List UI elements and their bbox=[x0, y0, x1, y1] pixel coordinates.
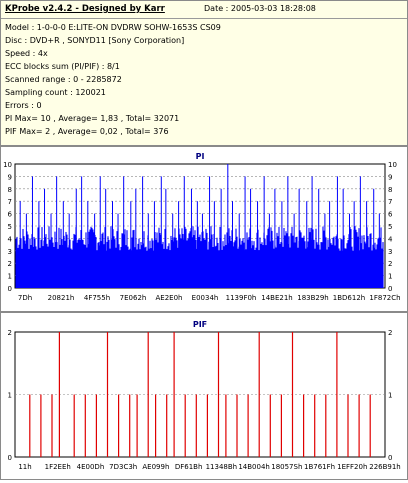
info-ecc: ECC blocks sum (PI/PIF) : 8/1 bbox=[5, 62, 120, 71]
chart-title: PI bbox=[196, 152, 205, 161]
scan-date: Date : 2005-03-03 18:28:08 bbox=[204, 4, 316, 13]
chart-title: PIF bbox=[193, 320, 207, 329]
x-tick-label: 4E00Dh bbox=[77, 463, 105, 471]
y-tick-label-left: 7 bbox=[8, 198, 12, 206]
y-tick-label-right: 2 bbox=[388, 260, 392, 268]
y-tick-label-left: 3 bbox=[8, 248, 12, 256]
x-tick-label: 1F2EEh bbox=[45, 463, 71, 471]
y-tick-label-left: 9 bbox=[8, 173, 12, 181]
info-pif-stats: PIF Max= 2 , Average= 0,02 , Total= 376 bbox=[5, 127, 169, 136]
y-tick-label-left: 8 bbox=[8, 186, 12, 194]
x-tick-label: AE099h bbox=[142, 463, 169, 471]
y-tick-label-left: 10 bbox=[3, 161, 12, 169]
info-range: Scanned range : 0 - 2285872 bbox=[5, 75, 122, 84]
x-tick-label: 1B761Fh bbox=[304, 463, 335, 471]
x-tick-label: 183B29h bbox=[297, 294, 329, 302]
x-tick-label: 1139F0h bbox=[226, 294, 257, 302]
x-tick-label: 20821h bbox=[48, 294, 75, 302]
y-tick-label-right: 7 bbox=[388, 198, 392, 206]
y-tick-label-right: 0 bbox=[388, 454, 392, 462]
app-title: KProbe v2.4.2 - Designed by Karr bbox=[5, 4, 165, 14]
x-tick-label: 226B91h bbox=[369, 463, 401, 471]
y-tick-label-right: 9 bbox=[388, 173, 392, 181]
x-tick-label: 7E062h bbox=[120, 294, 147, 302]
info-disc: Disc : DVD+R , SONYD11 [Sony Corporation… bbox=[5, 36, 185, 45]
pif-chart-panel: PIF 0 0 1 1 2 2 11h 1F2EEh 4E00Dh 7D3C3h AE099h DF61… bbox=[0, 312, 408, 480]
x-tick-label: 4F755h bbox=[84, 294, 110, 302]
x-tick-label: 7D3C3h bbox=[109, 463, 137, 471]
x-tick-label: AE2E0h bbox=[156, 294, 183, 302]
y-tick-label-left: 2 bbox=[8, 260, 12, 268]
y-tick-label-right: 2 bbox=[388, 329, 392, 337]
y-tick-label-right: 5 bbox=[388, 223, 392, 231]
header-divider bbox=[1, 18, 407, 19]
info-speed: Speed : 4x bbox=[5, 49, 48, 58]
y-tick-label-right: 6 bbox=[388, 211, 393, 219]
x-tick-label: 1F872Ch bbox=[369, 294, 400, 302]
info-pi-stats: PI Max= 10 , Average= 1,83 , Total= 3207… bbox=[5, 114, 180, 123]
y-tick-label-right: 10 bbox=[388, 161, 397, 169]
y-tick-label-right: 0 bbox=[388, 285, 392, 293]
y-tick-label-right: 8 bbox=[388, 186, 392, 194]
y-tick-label-left: 2 bbox=[8, 329, 12, 337]
y-tick-label-left: 1 bbox=[8, 392, 12, 400]
x-tick-label: 14BE21h bbox=[261, 294, 292, 302]
y-tick-label-right: 1 bbox=[388, 273, 392, 281]
y-tick-label-right: 1 bbox=[388, 392, 392, 400]
pif-chart: PIF 0 0 1 1 2 2 11h 1F2EEh 4E00Dh 7D3C3h AE099h DF61… bbox=[8, 320, 401, 471]
info-sampling: Sampling count : 120021 bbox=[5, 88, 106, 97]
pi-chart-panel: PI 0 0 1 1 2 2 3 3 4 4 5 5 6 6 7 7 8 8 9 9 10 10 7Dh 20821h 4F755… bbox=[0, 146, 408, 312]
x-tick-label: 11h bbox=[18, 463, 31, 471]
y-tick-label-left: 6 bbox=[8, 211, 13, 219]
x-tick-label: 1EFF20h bbox=[337, 463, 367, 471]
x-tick-label: 1BD612h bbox=[333, 294, 365, 302]
pi-chart: PI 0 0 1 1 2 2 3 3 4 4 5 5 6 6 7 7 8 8 9 9 10 10 7Dh 20821h 4F755… bbox=[3, 152, 401, 302]
y-tick-label-left: 4 bbox=[8, 235, 13, 243]
y-tick-label-left: 1 bbox=[8, 273, 12, 281]
x-tick-label: DF61Bh bbox=[175, 463, 203, 471]
y-tick-label-left: 0 bbox=[8, 285, 12, 293]
info-model: Model : 1-0-0-0 E:LITE-ON DVDRW SOHW-165… bbox=[5, 23, 221, 32]
info-errors: Errors : 0 bbox=[5, 101, 42, 110]
y-tick-label-left: 0 bbox=[8, 454, 12, 462]
x-tick-label: 14B004h bbox=[238, 463, 270, 471]
x-tick-label: 7Dh bbox=[18, 294, 32, 302]
x-tick-label: E0034h bbox=[192, 294, 219, 302]
y-tick-label-left: 5 bbox=[8, 223, 12, 231]
y-tick-label-right: 3 bbox=[388, 248, 392, 256]
y-tick-label-right: 4 bbox=[388, 235, 393, 243]
x-tick-label: 11348Bh bbox=[206, 463, 238, 471]
info-panel: KProbe v2.4.2 - Designed by Karr Date : … bbox=[0, 0, 408, 146]
x-tick-label: 18057Sh bbox=[271, 463, 302, 471]
